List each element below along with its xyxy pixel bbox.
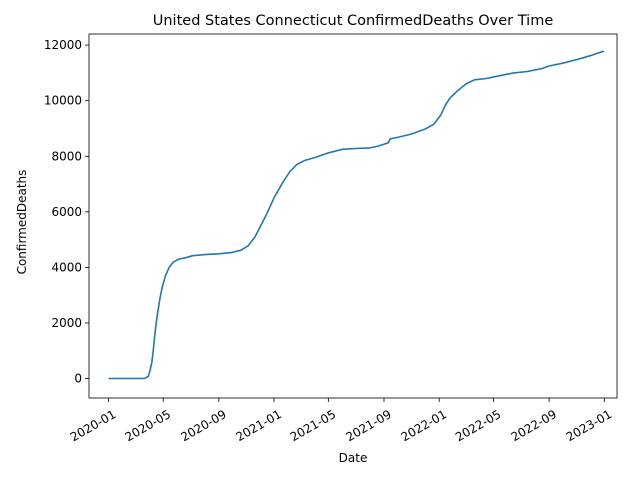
x-axis-label: Date (339, 451, 368, 465)
y-tick-label: 2000 (51, 316, 82, 330)
y-tick-label: 4000 (51, 260, 82, 274)
y-tick-label: 0 (74, 372, 82, 386)
y-tick-label: 10000 (44, 94, 82, 108)
y-tick-label: 8000 (51, 149, 82, 163)
y-axis-ticks: 0 2000 4000 6000 8000 10000 12000 (44, 38, 89, 386)
chart-title: United States Connecticut ConfirmedDeath… (153, 13, 554, 29)
series-layer (108, 50, 605, 380)
series-line (108, 50, 605, 380)
axes-frame (88, 33, 618, 399)
y-axis-label: ConfirmedDeaths (15, 170, 29, 275)
y-tick-label: 6000 (51, 205, 82, 219)
y-tick-label: 12000 (44, 38, 82, 52)
